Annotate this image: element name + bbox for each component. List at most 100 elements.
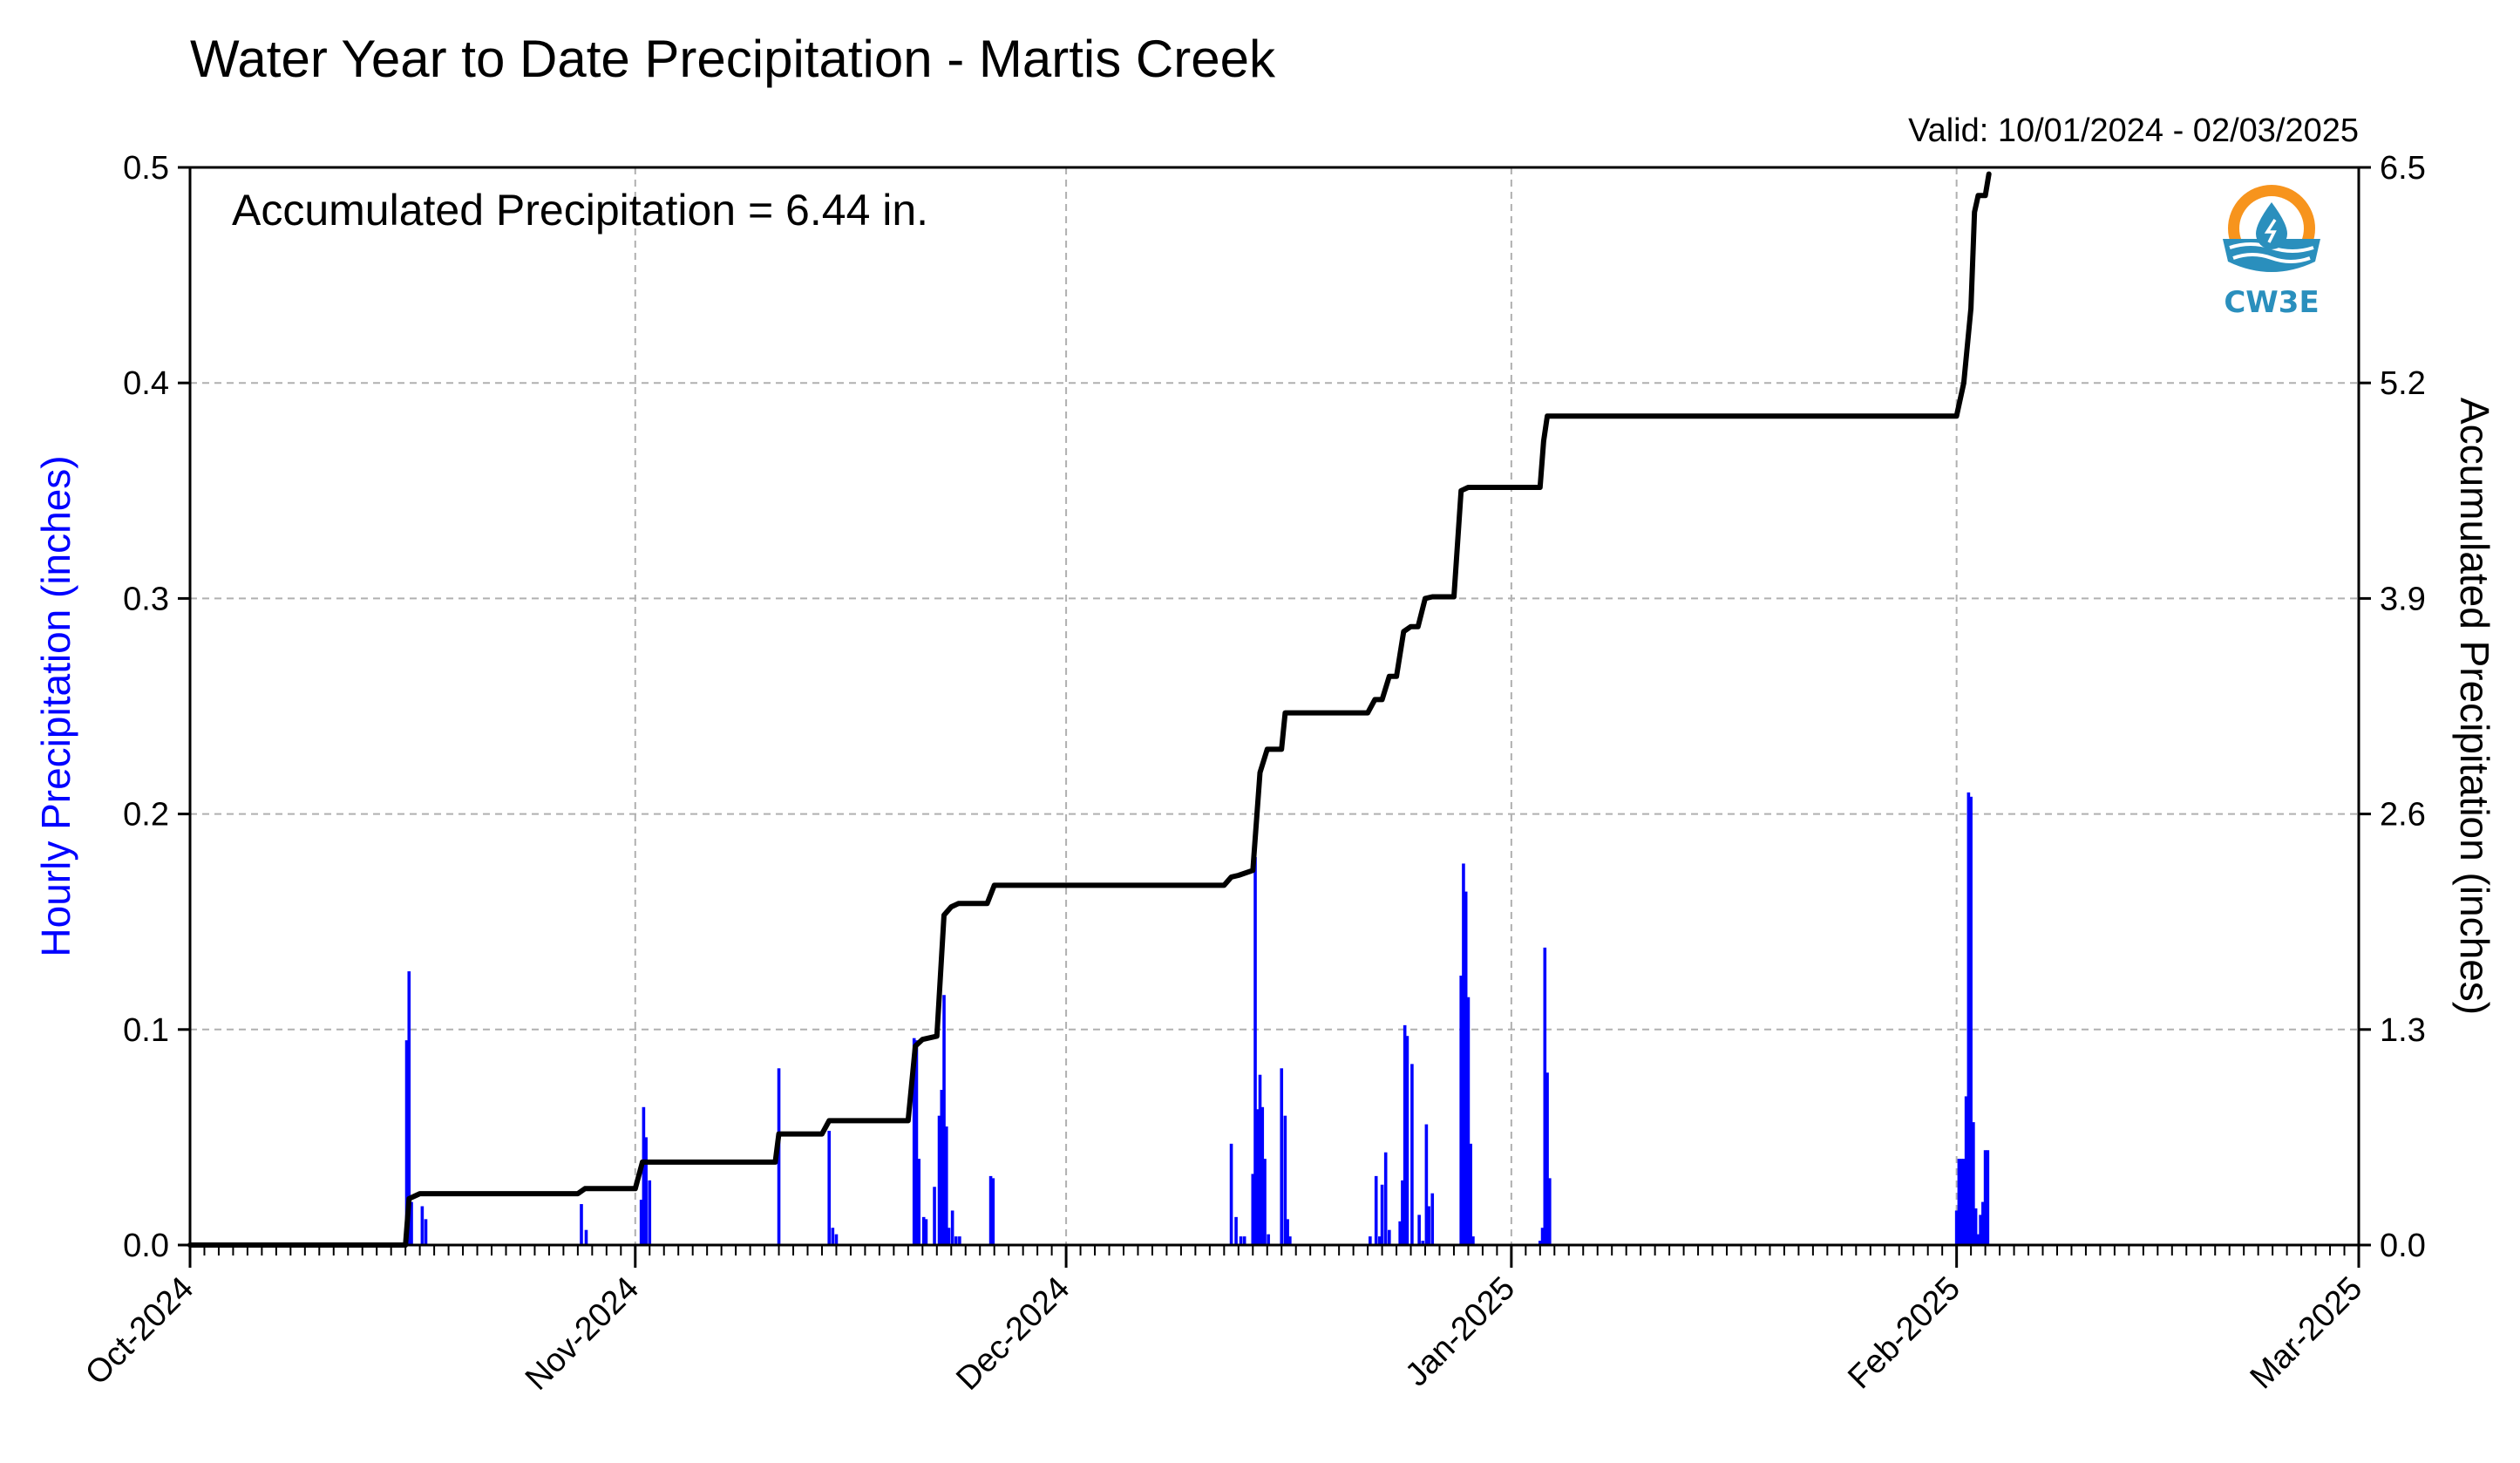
hourly-precip-bar <box>1469 1143 1472 1245</box>
x-tick-label: Oct-2024 <box>78 1270 200 1392</box>
hourly-precip-bar <box>1242 1236 1246 1245</box>
y-right-tick-label: 6.5 <box>2380 150 2426 187</box>
hourly-precip-bar <box>1957 1159 1961 1245</box>
hourly-precip-bar <box>420 1206 425 1245</box>
grid-lines <box>190 167 2359 1245</box>
hourly-precip-bar <box>834 1234 839 1245</box>
hourly-precip-bar <box>1960 1159 1963 1245</box>
hourly-precip-bar <box>1462 863 1465 1245</box>
y-left-tick-label: 0.4 <box>123 365 169 402</box>
x-tick-label: Jan-2025 <box>1398 1270 1522 1394</box>
hourly-precip-bar <box>947 1228 951 1245</box>
hourly-precip-bar <box>1280 1068 1284 1245</box>
hourly-precip-bar <box>584 1229 588 1245</box>
hourly-precip-bar <box>958 1236 961 1245</box>
hourly-precip-bar <box>644 1137 648 1245</box>
hourly-precip-bar <box>777 1068 781 1245</box>
hourly-precip-bar <box>914 1040 919 1245</box>
x-tick-label: Mar-2025 <box>2244 1270 2370 1397</box>
y-right-tick-label: 5.2 <box>2380 365 2426 402</box>
y-axis-left-label: Hourly Precipitation (inches) <box>33 455 78 956</box>
y-left-tick-label: 0.3 <box>123 581 169 617</box>
hourly-precip-bar <box>1251 1174 1255 1245</box>
hourly-precip-bar <box>1253 857 1257 1245</box>
hourly-precip-bar <box>1969 796 1973 1245</box>
y-left-tick-label: 0.5 <box>123 150 169 187</box>
hourly-precip-bar <box>580 1204 583 1245</box>
x-tick-label: Nov-2024 <box>519 1270 646 1398</box>
hourly-precip-bar <box>1540 1228 1545 1245</box>
hourly-precip-bar <box>1388 1229 1391 1245</box>
hourly-precip-bar <box>1380 1184 1384 1245</box>
hourly-precip-bar <box>1430 1193 1435 1245</box>
hourly-precip-bar <box>917 1159 920 1245</box>
plot-frame <box>188 166 2360 1247</box>
hourly-precip-bar <box>1239 1236 1243 1245</box>
hourly-precip-bar <box>988 1175 993 1245</box>
hourly-precip-bar <box>1979 1215 1982 1245</box>
hourly-precip-bar <box>1983 1150 1987 1245</box>
hourly-precip-bar <box>944 1126 948 1245</box>
hourly-precip-bar <box>924 1219 928 1245</box>
valid-date-range: Valid: 10/01/2024 - 02/03/2025 <box>1908 112 2359 149</box>
hourly-precip-bar <box>1543 947 1547 1245</box>
accumulated-annotation: Accumulated Precipitation = 6.44 in. <box>232 186 928 235</box>
hourly-precip-bar <box>648 1180 652 1245</box>
hourly-precip-bar <box>1427 1206 1430 1245</box>
logo-text: CW3E <box>2224 285 2319 320</box>
hourly-precip-bar <box>1464 891 1468 1245</box>
hourly-precip-bar <box>1410 1064 1414 1245</box>
hourly-precip-bar <box>1986 1150 1990 1245</box>
hourly-precip-bar <box>1417 1215 1421 1245</box>
x-tick-label: Dec-2024 <box>949 1270 1077 1398</box>
hourly-precip-bar <box>1538 1241 1542 1245</box>
cw3e-logo: CW3E <box>2223 185 2320 320</box>
y-left-tick-label: 0.2 <box>123 797 169 834</box>
hourly-precip-bar <box>1374 1175 1378 1245</box>
hourly-precip-bar <box>410 1201 413 1245</box>
hourly-precip-bar <box>991 1178 995 1245</box>
hourly-precip-bar <box>933 1187 936 1245</box>
hourly-precip-bar <box>642 1106 646 1245</box>
accumulated-line-group <box>187 171 1992 1248</box>
hourly-precip-bar <box>1258 1074 1262 1245</box>
hourly-precip-bar <box>942 995 946 1245</box>
hourly-precip-bar <box>1401 1180 1404 1245</box>
x-tick-label: Feb-2025 <box>1841 1270 1967 1397</box>
hourly-precip-bar <box>1234 1216 1238 1245</box>
water-drop-sun-icon <box>2223 185 2320 272</box>
hourly-precip-bar <box>921 1216 926 1245</box>
hourly-precip-bar <box>1964 1096 1968 1245</box>
y-right-tick-label: 1.3 <box>2380 1012 2426 1049</box>
hourly-precip-bar <box>639 1200 643 1245</box>
y-right-tick-label: 3.9 <box>2380 581 2426 617</box>
hourly-precip-bar <box>940 1090 944 1245</box>
hourly-bars <box>404 792 1990 1245</box>
hourly-precip-bar <box>937 1115 941 1245</box>
hourly-precip-bar <box>1962 1159 1966 1245</box>
hourly-precip-bar <box>1972 1122 1975 1245</box>
hourly-precip-bar <box>1369 1236 1372 1245</box>
hourly-precip-bar <box>1398 1221 1402 1245</box>
hourly-precip-bar <box>1288 1236 1292 1245</box>
hourly-precip-bar <box>912 1038 916 1245</box>
y-right-tick-label: 2.6 <box>2380 797 2426 834</box>
hourly-precip-bar <box>1378 1236 1382 1245</box>
hourly-precip-bar <box>1976 1234 1980 1245</box>
hourly-precip-bar <box>1229 1143 1233 1245</box>
hourly-precip-bar <box>1545 1072 1549 1245</box>
accumulated-precip-line <box>187 171 1992 1248</box>
hourly-precip-bar <box>1405 1036 1409 1245</box>
y-axis-right-label: Accumulated Precipitation (inches) <box>2452 398 2497 1015</box>
y-left-tick-label: 0.0 <box>123 1228 169 1264</box>
hourly-precip-bar <box>1383 1152 1388 1245</box>
hourly-precip-bar <box>1471 1236 1475 1245</box>
hourly-precip-bar <box>1459 976 1463 1245</box>
hourly-precip-bar <box>1283 1115 1287 1245</box>
hourly-precip-bar <box>831 1228 835 1245</box>
hourly-precip-bar <box>1421 1241 1425 1245</box>
y-left-tick-label: 0.1 <box>123 1012 169 1049</box>
hourly-precip-bar <box>1403 1024 1407 1245</box>
hourly-precip-bar <box>1424 1124 1429 1245</box>
